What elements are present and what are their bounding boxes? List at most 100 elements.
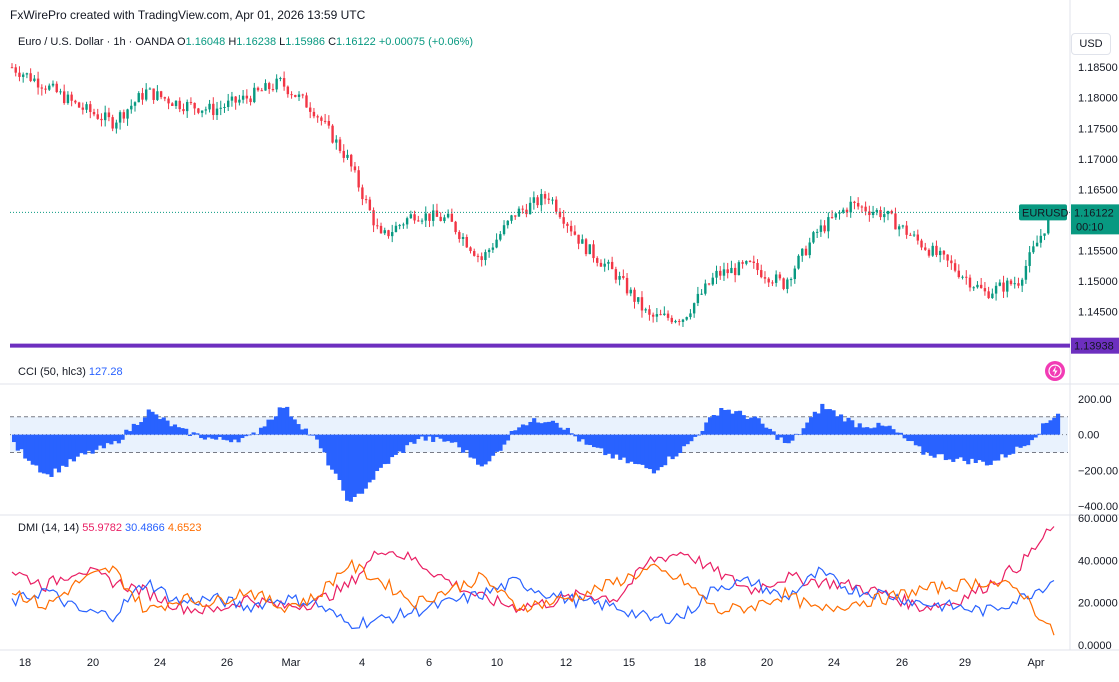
candle-body [81,107,85,110]
candle-body [741,262,744,264]
candle-body [350,154,353,167]
cci-bar [382,434,387,465]
candle-body [137,93,140,103]
cci-bar [992,434,997,461]
currency-button[interactable]: USD [1071,33,1111,55]
cci-bar [431,434,436,442]
cci-bar [820,403,825,435]
candle-body [569,225,573,232]
cci-bar [786,434,791,444]
candle-body [182,109,185,112]
cci-bar [296,424,301,435]
candle-body [815,231,819,233]
candle-body [443,217,446,222]
cci-bar [60,434,65,466]
cci-bar [397,434,402,452]
candle-body [663,313,666,315]
cci-bar [794,433,799,435]
cci-bar [345,434,350,501]
cci-bar [374,434,380,472]
candle-body [719,270,722,276]
candle-body [14,67,17,73]
cci-bar [767,428,773,435]
candle-body [1047,216,1050,234]
cci-bar [865,427,870,435]
cci-bar [958,434,963,458]
candle-body [808,242,811,256]
alert-icon[interactable] [1045,361,1065,381]
chart-credit: FxWirePro created with TradingView.com, … [10,8,366,22]
candle-body [36,78,40,88]
cci-bar [378,434,383,468]
candle-body [353,166,357,171]
cci-bar [842,421,847,435]
candle-body [484,252,487,261]
cci-bar [172,424,178,435]
cci-bar [801,428,806,435]
candle-body [394,225,398,233]
symbol-legend: Euro / U.S. Dollar · 1h · OANDA O1.16048… [18,36,473,48]
cci-bar [696,434,701,436]
cci-tick-label: −200.00 [1078,465,1118,477]
candle-body [197,108,200,113]
cci-bar [322,434,327,453]
candle-body [674,320,677,323]
candle-body [89,104,92,113]
cci-bar [756,418,761,435]
cci-bar [666,434,671,457]
cci-bar [528,421,533,435]
cci-bar [386,434,391,464]
cci-bar [752,416,758,435]
cci-bar [389,434,395,458]
candle-body [364,199,368,201]
candle-body [70,94,73,101]
candle-body [29,73,32,81]
cci-bar [427,434,432,437]
cci-bar [880,425,885,435]
candle-body [1002,282,1005,292]
cci-bar [34,434,39,466]
cci-bar [678,434,683,454]
plus-di-value: 30.4866 [125,522,165,534]
candle-body [946,254,949,261]
candle-body [696,293,700,304]
cci-bar [1018,434,1023,448]
candle-body [566,223,569,226]
time-tick-label: 4 [359,657,365,669]
cci-bar [401,434,406,453]
time-tick-label: 18 [694,657,706,669]
candle-body [991,293,994,299]
cci-bar [202,434,207,440]
cci-bar [734,411,739,435]
candle-body [875,210,879,212]
candle-body [532,197,536,203]
candle-body [577,234,580,244]
candle-body [264,83,267,91]
candle-body [391,232,394,237]
cci-bar [1048,420,1053,435]
cci-bar [229,434,234,443]
cci-bar [464,434,469,451]
cci-bar [861,427,866,435]
candle-body [260,90,263,92]
candle-body [886,210,890,215]
cci-bar [438,434,443,439]
cci-bar [1029,434,1034,441]
cci-bar [857,423,862,435]
candle-body [118,112,122,123]
candle-body [1020,279,1024,286]
candle-body [219,107,222,109]
candle-body [558,211,562,218]
candle-body [439,216,442,222]
cci-bar [341,434,346,491]
candle-body [883,214,886,218]
cci-bar [468,434,473,458]
cci-bar [513,430,518,435]
candle-body [215,108,219,116]
cci-bar [906,434,911,442]
candle-body [33,78,36,81]
cci-bar [547,421,552,435]
candle-body [756,262,759,271]
candle-body [487,249,491,253]
